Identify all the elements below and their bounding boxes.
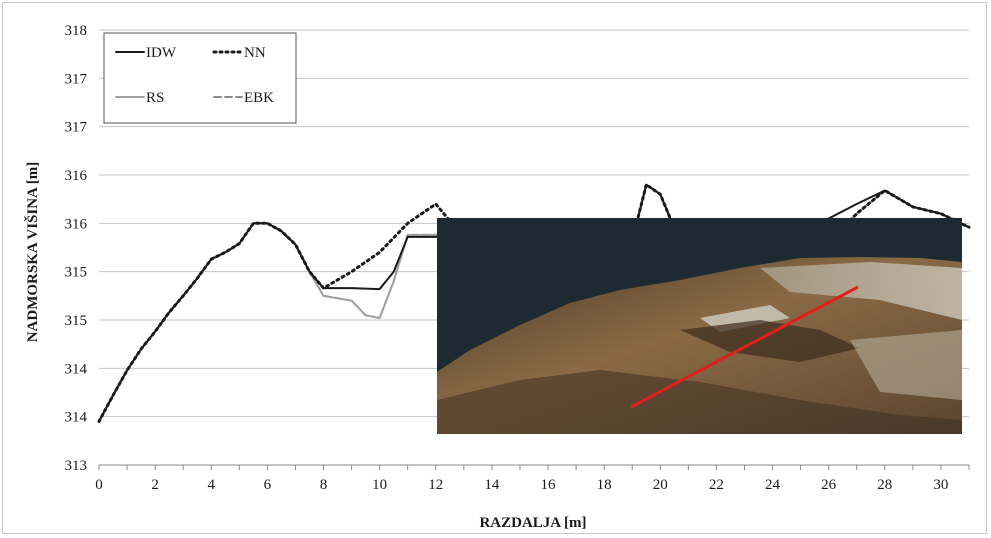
y-tick-label: 314 [65, 410, 88, 426]
x-tick-label: 26 [821, 477, 837, 493]
x-tick-label: 16 [541, 477, 557, 493]
x-tick-label: 28 [877, 477, 892, 493]
legend-label-idw: IDW [146, 45, 177, 61]
x-tick-label: 20 [653, 477, 668, 493]
legend: IDW NN RS EBK [103, 32, 297, 124]
x-tick-label: 6 [264, 477, 272, 493]
y-tick-label: 316 [65, 168, 88, 184]
y-tick-label: 315 [65, 313, 88, 329]
x-tick-label: 12 [428, 477, 443, 493]
x-tick-label: 30 [933, 477, 948, 493]
y-axis-title: NADMORSKA VIŠINA [m] [24, 162, 41, 343]
inset-foreground [437, 370, 962, 434]
y-axis-ticks: 313 314 314 315 315 316 316 317 317 318 [65, 23, 88, 474]
inset-slope [850, 330, 962, 400]
x-tick-label: 4 [208, 477, 216, 493]
y-tick-label: 315 [65, 265, 88, 281]
x-tick-label: 0 [95, 477, 103, 493]
y-tick-label: 314 [65, 361, 88, 377]
x-tick-label: 22 [709, 477, 724, 493]
profile-line [630, 285, 859, 409]
y-tick-label: 313 [65, 458, 88, 474]
legend-box [103, 32, 297, 124]
y-tick-label: 318 [65, 23, 88, 39]
legend-label-nn: NN [244, 45, 266, 61]
legend-label-ebk: EBK [244, 90, 274, 106]
y-tick-label: 317 [65, 120, 88, 136]
y-tick-label: 317 [65, 71, 88, 87]
x-tick-label: 18 [597, 477, 612, 493]
x-tick-label: 8 [320, 477, 328, 493]
inset-flat-area [760, 262, 962, 320]
x-tick-label: 2 [151, 477, 159, 493]
x-axis-title: RAZDALJA [m] [479, 515, 586, 531]
x-axis-ticks: 0 2 4 6 8 10 12 14 16 18 20 22 24 26 28 30 [95, 465, 970, 493]
terrain-photo-inset [437, 218, 962, 434]
x-tick-label: 24 [765, 477, 781, 493]
x-tick-label: 10 [372, 477, 387, 493]
legend-label-rs: RS [146, 90, 164, 106]
inset-shadow [680, 320, 860, 362]
x-tick-label: 14 [484, 477, 500, 493]
y-tick-label: 316 [65, 216, 88, 232]
